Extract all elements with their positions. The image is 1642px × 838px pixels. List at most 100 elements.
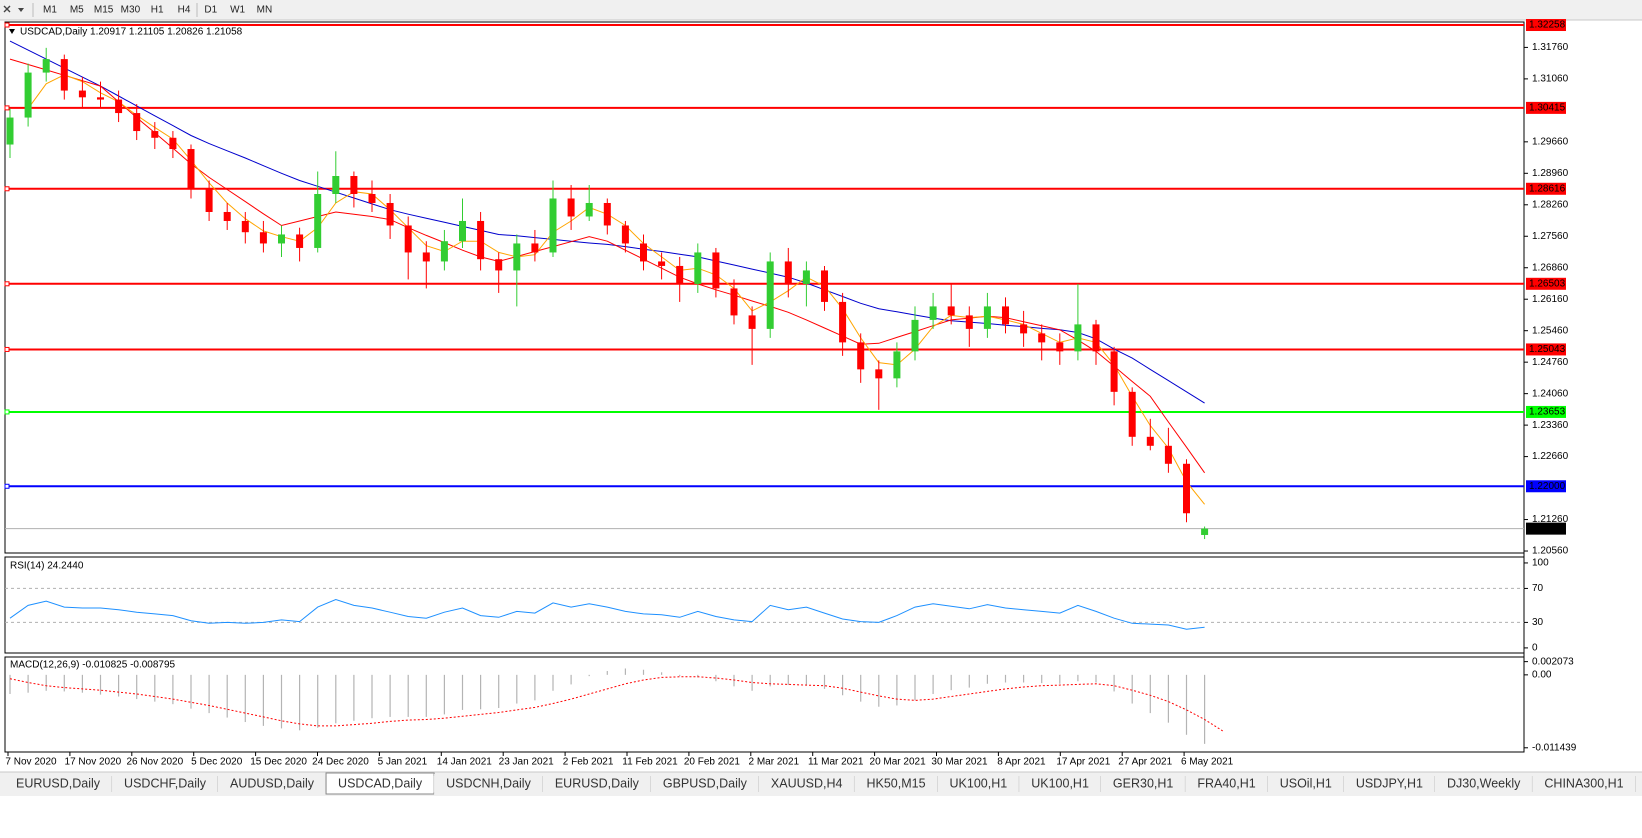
y-tick-label: 1.29660 — [1532, 136, 1569, 147]
timeframe-button[interactable]: D1 — [204, 5, 217, 16]
tab-label[interactable]: EURUSD,Daily — [16, 776, 101, 790]
toolbar-icon[interactable] — [3, 5, 11, 13]
y-tick-label: 1.28260 — [1532, 199, 1569, 210]
candle-body — [676, 265, 684, 284]
y-tick-label: 1.22660 — [1532, 451, 1569, 462]
tab-group: EURUSD,Daily USDCHF,Daily AUDUSD,Daily USDC… — [4, 772, 1642, 795]
y-tick-label: 0.00 — [1532, 669, 1552, 680]
tab[interactable] — [112, 774, 218, 795]
tab-label[interactable]: USDCAD,Daily — [338, 776, 423, 790]
candle-body — [911, 319, 919, 352]
x-tick-label: 15 Dec 2020 — [250, 757, 307, 768]
tab-label[interactable]: AUDUSD,Daily — [230, 776, 315, 790]
candle-body — [332, 176, 340, 194]
tab[interactable] — [650, 774, 759, 795]
tab[interactable] — [1100, 774, 1186, 795]
tab-label[interactable]: GBPUSD,Daily — [663, 776, 748, 790]
tab-label[interactable]: CHINA300,H1 — [1544, 776, 1623, 790]
tab-label[interactable]: FRA40,H1 — [1197, 776, 1255, 790]
timeframe-button[interactable]: W1 — [230, 5, 245, 16]
y-tick-label: 30 — [1532, 617, 1544, 628]
level-price-label: 1.26503 — [1529, 278, 1566, 289]
timeframe-button[interactable]: M30 — [121, 5, 141, 16]
macd-frame — [4, 656, 1525, 753]
timeframe-button[interactable]: M15 — [94, 5, 114, 16]
tab-label[interactable]: USDJPY,H1 — [1356, 776, 1423, 790]
tab-label[interactable]: EURUSD,Daily — [555, 776, 640, 790]
tab-label[interactable]: UK100,H1 — [950, 776, 1008, 790]
candle-body — [459, 220, 466, 242]
candle-body — [477, 220, 485, 260]
level-price-box — [1526, 101, 1566, 114]
candle-body — [314, 193, 322, 248]
tab[interactable] — [1532, 774, 1636, 795]
tab[interactable] — [1267, 774, 1344, 795]
tab[interactable] — [937, 774, 1020, 795]
candle-body — [857, 342, 865, 370]
candle-body — [1146, 436, 1154, 446]
candle-body — [1056, 342, 1064, 352]
symbol-marker — [9, 29, 15, 34]
last-price-box — [1526, 522, 1566, 535]
timeframe-button[interactable]: M5 — [70, 5, 84, 16]
y-tick-label: 0 — [1532, 643, 1538, 654]
tab[interactable] — [218, 774, 327, 795]
y-tick-label: 1.31760 — [1532, 42, 1569, 53]
timeframe-button[interactable]: M1 — [43, 5, 57, 16]
tab[interactable] — [1185, 774, 1268, 795]
tab-label[interactable]: GER30,H1 — [1113, 776, 1173, 790]
candle-body — [965, 315, 973, 329]
tab[interactable] — [1343, 774, 1435, 795]
macd-chart: 0.002073 0.00 -0.011439 MACD(12,26,9) -0.01… — [9, 656, 1577, 753]
indicator-title: RSI(14) 24.2440 — [10, 561, 84, 572]
tab-label[interactable]: USDCNH,Daily — [446, 776, 531, 790]
timeframe-button[interactable]: H1 — [151, 5, 164, 16]
level-end-marker — [4, 409, 10, 415]
y-tick-label: 100 — [1532, 558, 1549, 569]
x-tick-label: 6 May 2021 — [1181, 757, 1234, 768]
tab[interactable] — [434, 774, 543, 795]
y-tick-label: 1.24060 — [1532, 388, 1569, 399]
tab[interactable] — [1635, 774, 1642, 795]
candle-body — [694, 252, 702, 284]
candle-body — [296, 234, 304, 248]
level-end-marker — [4, 186, 10, 192]
level-price-label: 1.22000 — [1529, 481, 1566, 492]
candle-body — [983, 306, 991, 329]
candle-body — [440, 241, 448, 262]
candle-body — [133, 113, 141, 132]
x-tick-label: 8 Apr 2021 — [997, 757, 1046, 768]
timeframe-button[interactable]: H4 — [178, 5, 191, 16]
tab-label[interactable]: DJ30,Weekly — [1447, 776, 1521, 790]
x-tick-label: 5 Dec 2020 — [191, 757, 243, 768]
tab-label[interactable]: UK100,H1 — [1031, 776, 1089, 790]
tab[interactable] — [542, 774, 651, 795]
level-price-label: 1.32258 — [1529, 20, 1566, 31]
y-tick-label: 1.24760 — [1532, 357, 1569, 368]
timeframe-button[interactable]: MN — [257, 5, 273, 16]
tab-label[interactable]: USDCHF,Daily — [124, 776, 207, 790]
tab[interactable] — [4, 774, 113, 795]
tab[interactable] — [1434, 774, 1533, 795]
candle-body — [115, 99, 123, 114]
candle-body — [386, 202, 394, 226]
y-tick-label: 1.20560 — [1532, 546, 1569, 557]
candle-body — [368, 193, 376, 203]
y-tick-label: 1.26160 — [1532, 294, 1569, 305]
candle-body — [1183, 463, 1190, 514]
tab[interactable] — [758, 774, 855, 795]
level-price-label: 1.28616 — [1529, 183, 1566, 194]
y-tick-label: 70 — [1532, 583, 1544, 594]
y-tick-label: 1.21260 — [1532, 514, 1569, 525]
toolbar-dropdown[interactable] — [18, 8, 24, 12]
tab-label[interactable]: XAUUSD,H4 — [771, 776, 843, 790]
tab[interactable] — [1019, 774, 1101, 795]
chart-title: USDCAD,Daily 1.20917 1.21105 1.20826 1.2… — [20, 27, 243, 38]
x-tick-label: 2 Feb 2021 — [563, 757, 614, 768]
tab[interactable] — [854, 774, 938, 795]
level-end-marker — [4, 483, 10, 489]
tab-label[interactable]: USOil,H1 — [1280, 776, 1332, 790]
signal-line — [9, 676, 1223, 732]
tab-label[interactable]: HK50,M15 — [866, 776, 925, 790]
